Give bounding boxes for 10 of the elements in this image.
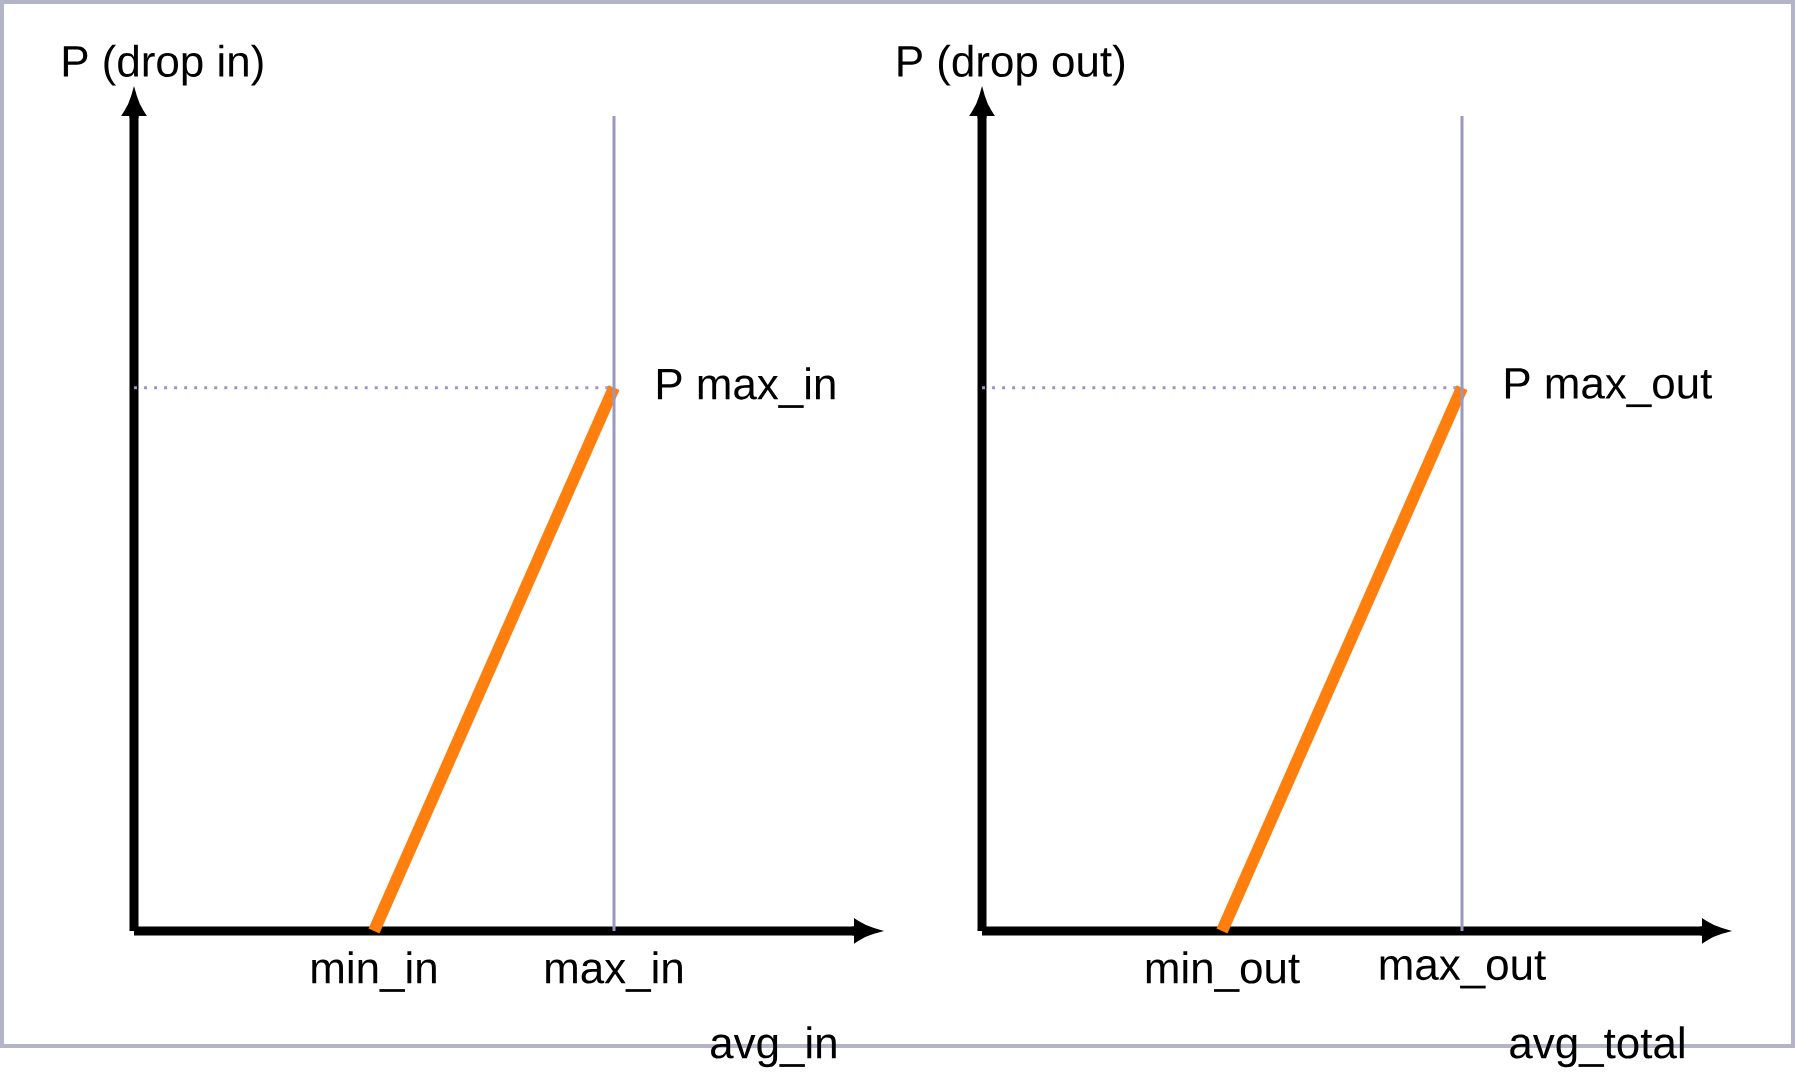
x-tick-label: min_in bbox=[312, 951, 436, 992]
x-tick-label: max_out bbox=[1380, 951, 1546, 989]
annotation: P max_out bbox=[1505, 368, 1712, 408]
x-axis-title: avg_total bbox=[1510, 1026, 1684, 1068]
y-axis-title: P (drop in) bbox=[63, 44, 263, 86]
annotation: P max_in bbox=[657, 367, 835, 408]
y-axis-title: P (drop out) bbox=[898, 44, 1125, 86]
x-tick-label: max_in bbox=[546, 951, 682, 992]
x-tick-label: min_out bbox=[1146, 951, 1300, 992]
x-axis-title: avg_in bbox=[711, 1026, 836, 1068]
